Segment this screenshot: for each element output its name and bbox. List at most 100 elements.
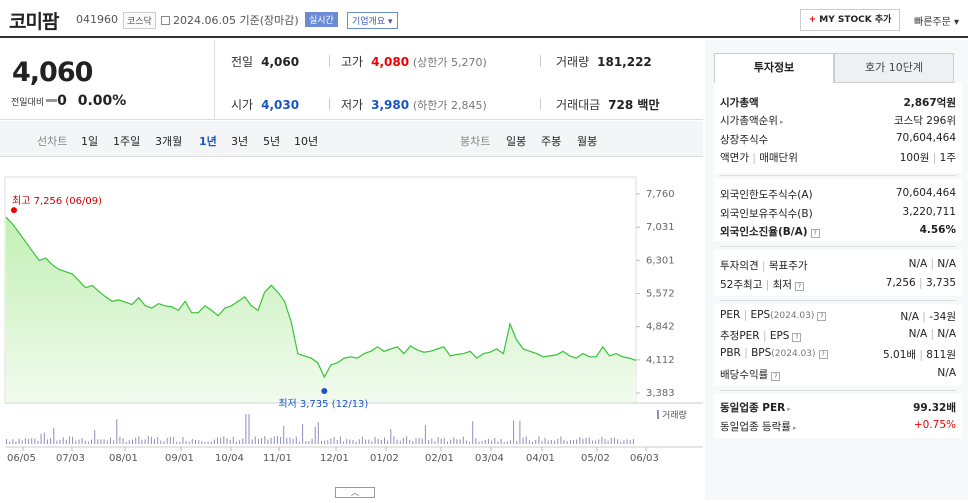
volume-bar [31,438,33,444]
tab-invest-info[interactable]: 투자정보 [714,53,834,83]
trade-amount: 거래대금 728 백만 [556,96,659,113]
foreign-limit-value: 70,604,464 [895,187,956,199]
div-label: 배당수익률 [720,369,769,381]
volume-bar [365,439,367,444]
bps-label: BPS [751,347,772,359]
info-icon[interactable]: ? [792,333,802,342]
tab-10year[interactable]: 10년 [294,135,319,148]
low-marker [321,387,328,394]
info-icon[interactable]: ? [817,312,827,321]
volume-bar [402,437,404,444]
volume-bar [172,437,174,444]
volume-bar [481,441,483,444]
corp-info-dropdown[interactable]: 기업개요 ▾ [347,12,398,29]
tab-candle-chart[interactable]: 봉차트 [460,135,491,148]
realtime-button[interactable]: 실시간 [305,12,338,27]
info-icon[interactable]: ? [810,229,820,238]
volume-bar [336,439,338,444]
volume-bar [598,439,600,444]
x-tick-label: 03/04 [475,453,504,464]
info-icon[interactable]: ? [818,350,828,359]
volume-bar [317,422,319,444]
my-stock-add-button[interactable]: + MY STOCK 추가 [800,9,900,31]
bps-period: (2024.03) [771,349,816,359]
volume-bar [59,440,61,444]
est-eps-label: EPS [769,330,790,342]
industry-per-label[interactable]: 동일업종 PER [720,402,786,414]
stock-code: 041960 [76,13,118,26]
info-icon[interactable]: ? [794,282,804,291]
price-summary: 4,060 전일대비 0 0.00% [0,40,703,120]
volume-bar [160,440,162,444]
volume-bar [525,436,527,444]
volume-bar [472,421,474,444]
volume-bar [513,420,515,444]
volume-bar [516,441,518,444]
volume-bar [258,439,259,444]
volume-bar [100,439,102,444]
volume-bar [125,441,127,444]
volume-bar [368,439,370,444]
tab-weekly[interactable]: 주봉 [541,135,562,148]
volume-bar [384,437,385,444]
volume-bar [69,436,70,444]
tab-hoga-10[interactable]: 호가 10단계 [834,53,954,83]
volume-bar [144,439,146,444]
x-tick-label: 08/01 [109,453,138,464]
volume-bar [119,436,121,444]
tab-line-chart[interactable]: 선차트 [37,135,68,148]
collapse-button[interactable]: ︿ [335,487,375,498]
stock-header: 코미팜 041960 코스닥 2024.06.05 기준(장마감) 실시간 기업… [0,0,968,38]
tab-daily[interactable]: 일봉 [506,135,527,148]
info-icon[interactable]: ? [771,372,781,381]
volume-bar [150,436,152,444]
volume-bar [440,438,442,444]
volume-bar [84,440,86,444]
tab-3year[interactable]: 3년 [231,135,249,148]
volume-bar [343,441,345,444]
tab-1year[interactable]: 1년 [199,135,217,148]
volume-bar [447,441,448,444]
x-tick-label: 06/03 [630,453,659,464]
volume-bar [251,439,253,444]
volume-bar [459,439,461,444]
my-stock-label: MY STOCK 추가 [819,15,892,25]
volume-bar [267,439,269,444]
foreign-limit-label: 외국인한도주식수(A) [720,189,813,201]
volume-bar [53,428,55,444]
quick-order-dropdown[interactable]: 빠른주문 ▾ [914,13,959,28]
tab-1week[interactable]: 1주일 [113,135,141,148]
volume-bar [396,439,398,444]
volume-bar [201,441,203,444]
volume-bar [327,440,329,444]
unit-value: 1주 [939,152,956,164]
volume-bar [43,432,45,444]
tab-monthly[interactable]: 월봉 [577,135,598,148]
tab-5year[interactable]: 5년 [263,135,281,148]
volume-label: 거래량 [556,55,590,69]
y-tick-label: 4,842 [646,322,675,333]
industry-rate-value: +0.75% [913,419,956,431]
volume-bar [453,437,455,444]
price-change: 전일대비 0 0.00% [11,93,126,109]
volume-bar [106,440,108,444]
est-per-label: 추정PER [720,330,760,342]
volume-bar [298,441,300,444]
eps-period: (2024.03) [770,311,815,321]
volume-bar [50,438,52,444]
industry-rate-label[interactable]: 동일업종 등락률 [720,421,791,433]
volume-bar [361,436,363,444]
volume-bar [40,433,42,444]
divider [329,55,330,67]
volume-bar [21,440,23,444]
volume-bar [607,440,609,444]
divider [540,98,541,110]
volume-bar [588,437,590,444]
volume-bar [204,442,206,444]
volume-bar [280,437,282,444]
volume-bar [595,440,596,444]
tab-1day[interactable]: 1일 [81,135,99,148]
tab-3month[interactable]: 3개월 [155,135,183,148]
x-tick-label: 12/01 [320,453,349,464]
foreign-hold-label: 외국인보유주식수(B) [720,208,813,220]
